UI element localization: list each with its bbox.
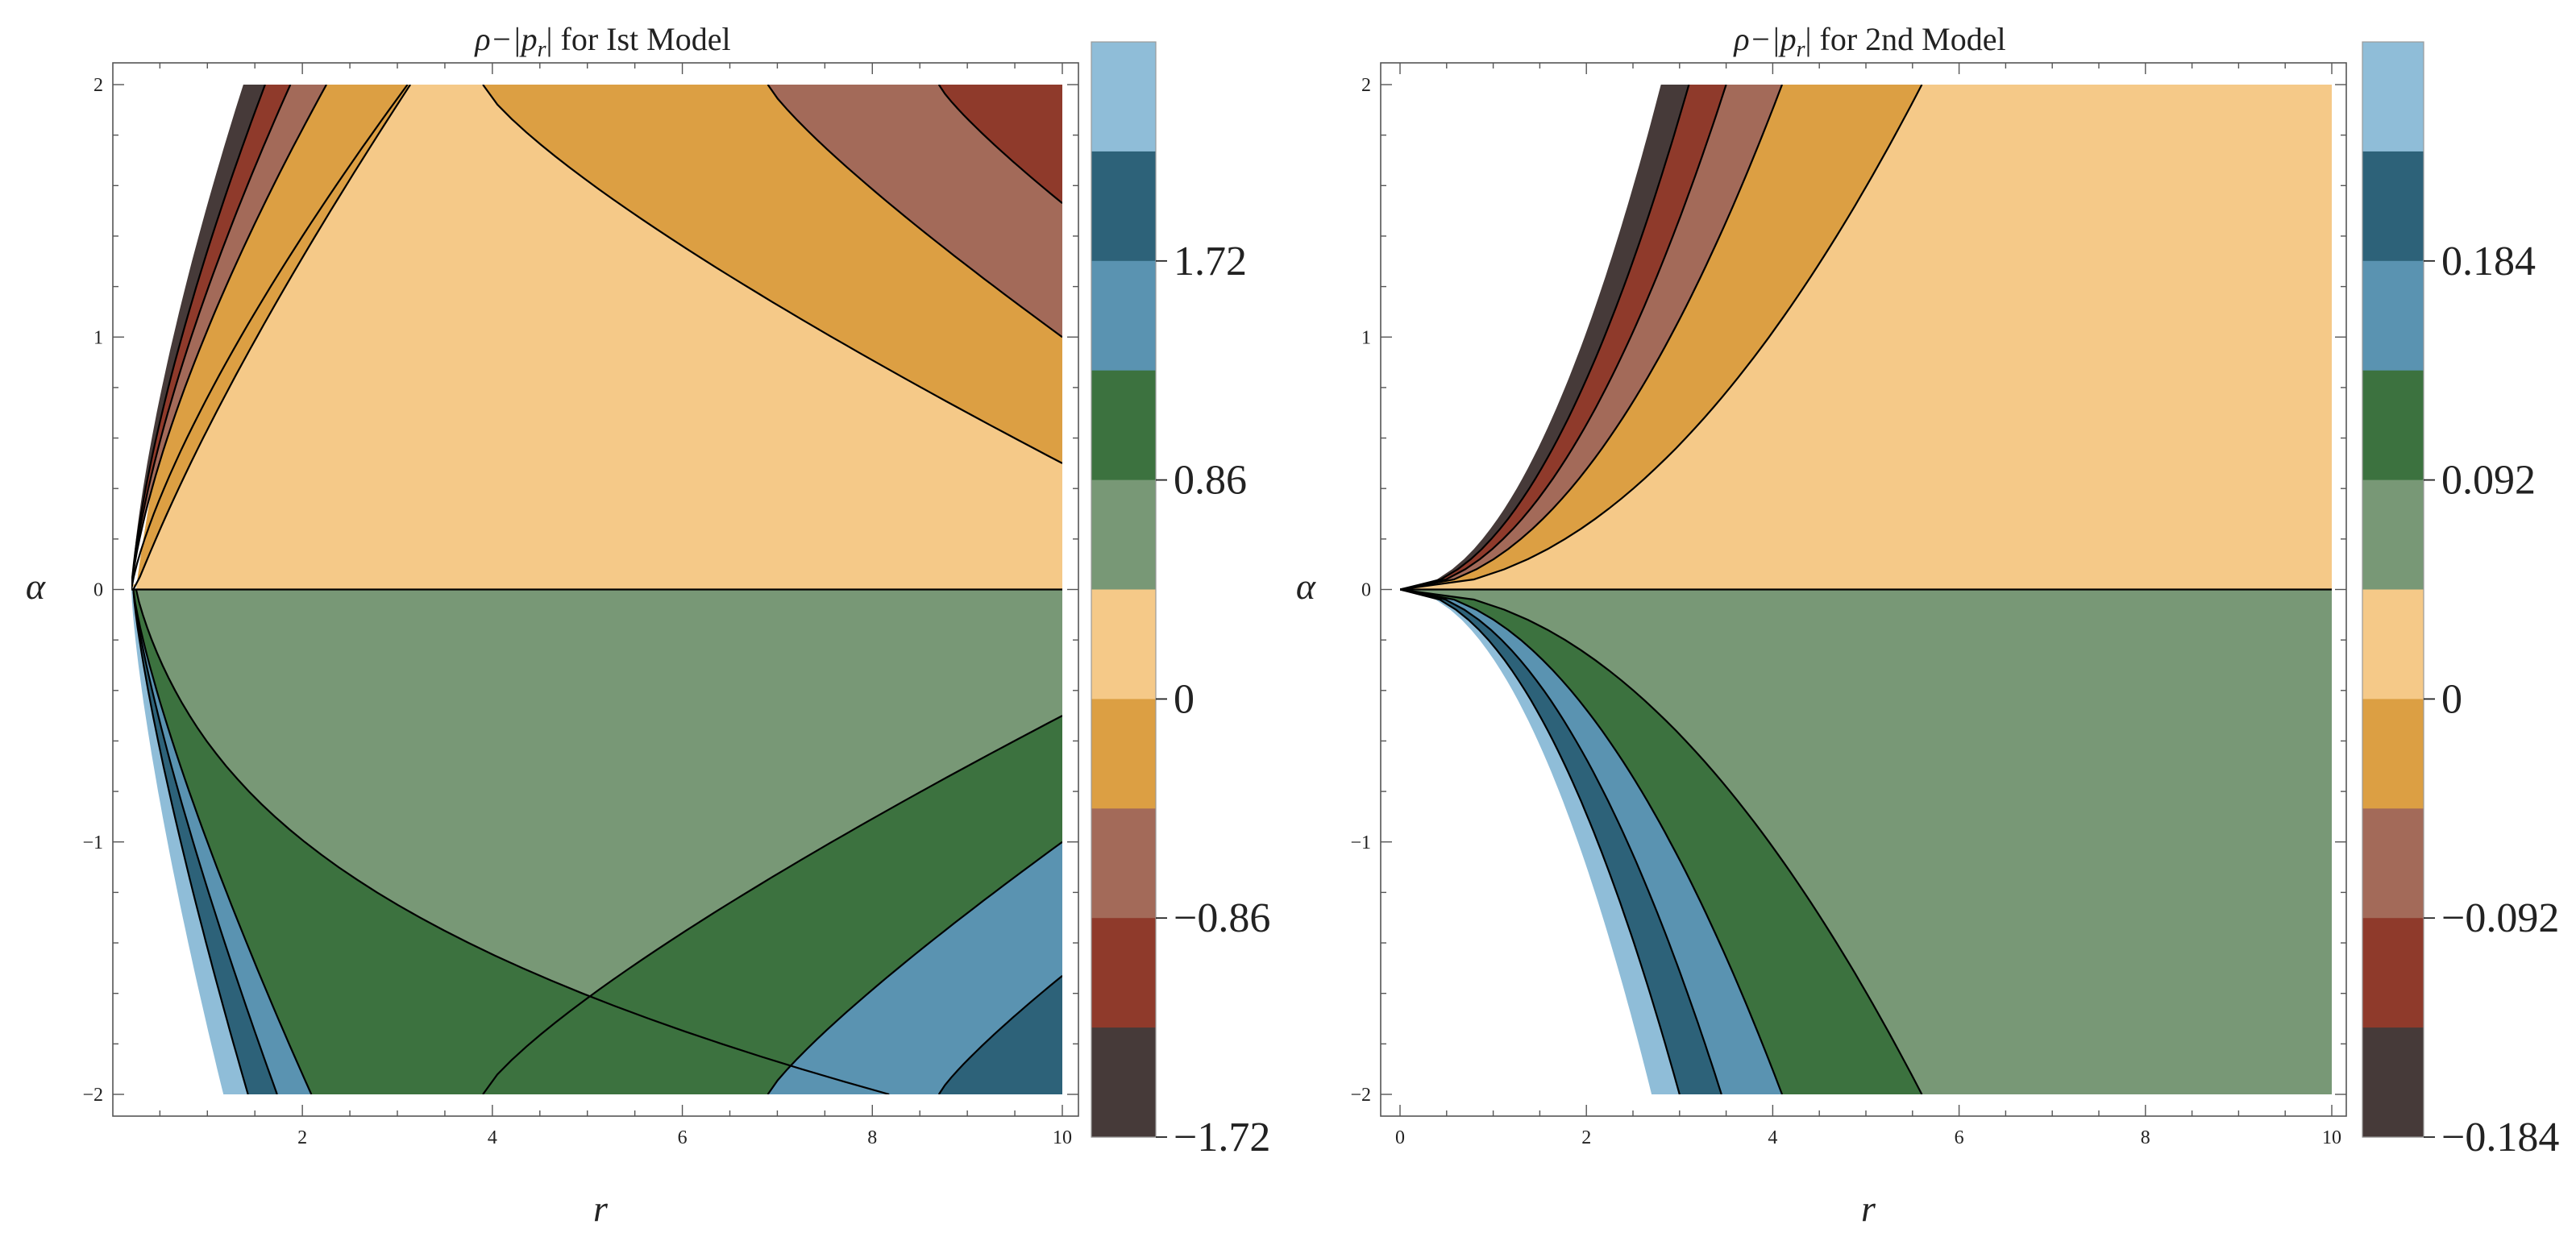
colorbar-swatch [2362, 589, 2424, 699]
x-tick-label: 8 [867, 1127, 877, 1148]
colorbar-swatch [2362, 699, 2424, 809]
colorbar-swatch [1091, 260, 1156, 372]
colorbar-swatch [2362, 260, 2424, 372]
x-tick-label: 8 [2141, 1127, 2150, 1148]
band-region [938, 85, 1062, 204]
y-axis-label: α [1296, 566, 1316, 607]
band-region [131, 589, 890, 1094]
contour-line [131, 85, 327, 590]
colorbar-swatch [1091, 1027, 1156, 1138]
y-axis-label: α [26, 566, 46, 607]
colorbar-swatch [2362, 918, 2424, 1028]
contour-line [482, 85, 1062, 464]
colorbar-swatch [2362, 479, 2424, 591]
colorbar-swatch [1091, 589, 1156, 699]
contour-line [937, 974, 1062, 1094]
chart-title-ist: ρ−|pr| for Ist Model [473, 21, 730, 62]
contour-line [1400, 588, 1784, 1094]
y-tick-label: −2 [82, 1085, 103, 1106]
contour-line [135, 589, 890, 1094]
contour-line [1400, 85, 1784, 591]
colorbar-label: −0.184 [2441, 1115, 2559, 1160]
colorbar-swatch [1091, 699, 1156, 809]
contour-line [1400, 588, 1923, 1094]
contour-line [1400, 85, 1923, 591]
plot-background [131, 85, 243, 590]
contour-line [767, 841, 1062, 1094]
colorbar-swatch [2362, 151, 2424, 262]
x-tick-label: 2 [1581, 1127, 1591, 1148]
x-tick-label: 4 [488, 1127, 497, 1148]
colorbar-swatch [1091, 808, 1156, 919]
plot-background [131, 589, 224, 1094]
contour-line [132, 589, 249, 1094]
colorbar-swatch [2362, 808, 2424, 919]
colorbar-label: −1.72 [1174, 1115, 1270, 1160]
y-tick-label: −1 [1350, 832, 1371, 853]
colorbar-swatch [1091, 479, 1156, 591]
y-tick-label: 1 [1361, 327, 1371, 348]
contour-line [132, 85, 412, 591]
contour-line [1400, 588, 1722, 1094]
contour-line [131, 85, 292, 590]
colorbar-swatch [2362, 1027, 2424, 1138]
colorbar-swatch [1091, 42, 1156, 152]
x-tick-label: 10 [2322, 1127, 2341, 1148]
contour-line [1400, 85, 1727, 591]
contour-line [1400, 588, 1681, 1094]
contour-line [767, 85, 1062, 338]
contour-line [937, 85, 1062, 205]
contour-line [132, 589, 313, 1094]
colorbar-label: −0.092 [2441, 895, 2559, 941]
colorbar-label: 0.184 [2441, 239, 2536, 284]
colorbar-frame [2362, 41, 2424, 1138]
x-tick-label: 6 [1955, 1127, 1964, 1148]
colorbar-label: 1.72 [1174, 239, 1247, 284]
colorbar-swatch [1091, 370, 1156, 481]
band-region [938, 975, 1062, 1094]
colorbar-swatch [1091, 918, 1156, 1028]
colorbar-label: −0.86 [1174, 895, 1270, 941]
contour-line [132, 589, 278, 1094]
plot-background [1400, 589, 1652, 1094]
x-axis-label: r [593, 1188, 609, 1229]
contour-line [131, 85, 409, 590]
y-tick-label: 0 [93, 580, 103, 601]
y-tick-label: −2 [1350, 1085, 1371, 1106]
contour-line [1400, 85, 1690, 591]
y-tick-label: 2 [1361, 75, 1371, 96]
band-region [767, 841, 1062, 1094]
colorbar-frame [1091, 41, 1157, 1138]
colorbar-label: 0 [1174, 676, 1195, 722]
band-region [767, 85, 1062, 338]
plot-background [1400, 85, 1661, 590]
chart-title-2nd: ρ−|pr| for 2nd Model [1732, 21, 2005, 62]
contour-line [482, 715, 1062, 1094]
colorbar-swatch [2362, 370, 2424, 481]
y-tick-label: −1 [82, 832, 103, 853]
x-tick-label: 4 [1768, 1127, 1777, 1148]
x-tick-label: 0 [1395, 1127, 1405, 1148]
contour-line [131, 85, 266, 590]
x-tick-label: 6 [678, 1127, 688, 1148]
colorbar-swatch [2362, 42, 2424, 152]
y-tick-label: 1 [93, 327, 103, 348]
y-tick-label: 2 [93, 75, 103, 96]
colorbar-swatch [1091, 151, 1156, 262]
x-axis-label: r [1861, 1188, 1876, 1229]
x-tick-label: 2 [297, 1127, 307, 1148]
colorbar-label: 0.092 [2441, 458, 2536, 504]
y-tick-label: 0 [1361, 580, 1371, 601]
x-tick-label: 10 [1053, 1127, 1072, 1148]
colorbar-label: 0.86 [1174, 458, 1247, 504]
colorbar-label: 0 [2441, 676, 2462, 722]
